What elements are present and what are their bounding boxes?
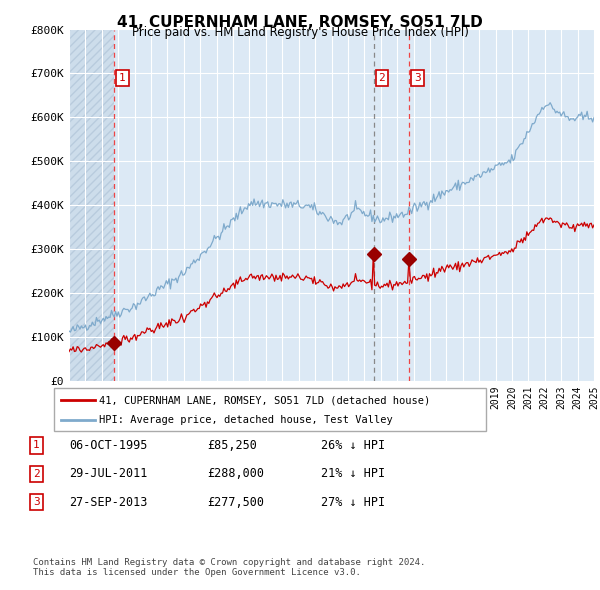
Bar — [69, 30, 114, 381]
Text: 21% ↓ HPI: 21% ↓ HPI — [321, 467, 385, 480]
Text: 1: 1 — [33, 441, 40, 450]
Text: 3: 3 — [33, 497, 40, 507]
Text: 41, CUPERNHAM LANE, ROMSEY, SO51 7LD: 41, CUPERNHAM LANE, ROMSEY, SO51 7LD — [117, 15, 483, 30]
Text: £277,500: £277,500 — [207, 496, 264, 509]
Text: 3: 3 — [414, 73, 421, 83]
Text: 1: 1 — [119, 73, 126, 83]
Text: Contains HM Land Registry data © Crown copyright and database right 2024.
This d: Contains HM Land Registry data © Crown c… — [33, 558, 425, 577]
Text: 06-OCT-1995: 06-OCT-1995 — [69, 439, 148, 452]
Text: £288,000: £288,000 — [207, 467, 264, 480]
Text: 26% ↓ HPI: 26% ↓ HPI — [321, 439, 385, 452]
Text: 41, CUPERNHAM LANE, ROMSEY, SO51 7LD (detached house): 41, CUPERNHAM LANE, ROMSEY, SO51 7LD (de… — [99, 395, 430, 405]
Text: 29-JUL-2011: 29-JUL-2011 — [69, 467, 148, 480]
Text: HPI: Average price, detached house, Test Valley: HPI: Average price, detached house, Test… — [99, 415, 393, 425]
Text: 27% ↓ HPI: 27% ↓ HPI — [321, 496, 385, 509]
Text: 2: 2 — [379, 73, 385, 83]
Text: 2: 2 — [33, 469, 40, 478]
Text: Price paid vs. HM Land Registry's House Price Index (HPI): Price paid vs. HM Land Registry's House … — [131, 26, 469, 39]
Text: £85,250: £85,250 — [207, 439, 257, 452]
Text: 27-SEP-2013: 27-SEP-2013 — [69, 496, 148, 509]
